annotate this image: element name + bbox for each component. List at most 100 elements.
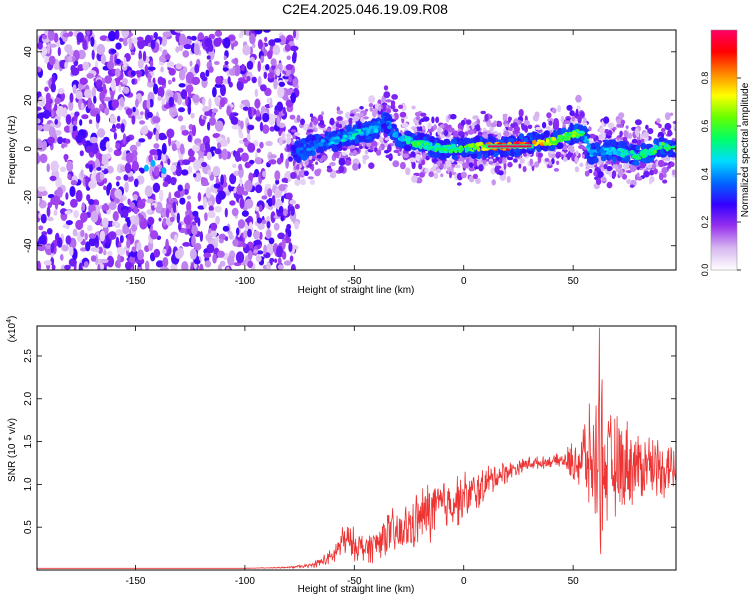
spectrogram-noise-blob [108,201,117,210]
spectrogram-noise-blob [214,120,224,132]
spectrogram-noise-blob [141,198,146,204]
spectrogram-noise-blob [281,131,286,141]
spectrogram-noise-blob [37,139,43,150]
spectrogram-noise-blob [199,143,205,153]
spectrogram-noise-blob [50,82,56,93]
spectrogram-halo-blob [447,166,454,175]
spectrogram-noise-blob [187,104,192,115]
spectrogram-halo-blob [651,163,657,170]
spectrogram-noise-blob [146,98,151,110]
spectrogram-noise-blob [290,92,296,104]
spectrogram-noise-blob [224,207,228,218]
spectrogram-noise-blob [178,83,186,88]
snr-panel: -150 -100 -50 0 50 0.5 1.0 1.5 2.0 2.5 Height of… [6,316,677,595]
spectrogram-noise-blob [212,253,217,264]
spectrogram-halo-blob [665,156,671,162]
spectrogram-halo-blob [631,138,638,144]
snr-multiplier-close: ) [7,316,18,319]
spectrogram-band-blob [403,144,412,152]
spectrogram-halo-blob [623,130,628,137]
spectrogram-noise-blob [289,255,294,262]
spectrogram-noise-blob [136,266,143,270]
colorbar-label: Normalized spectral amplitude [740,82,750,217]
spectrogram-noise-blob [42,34,48,40]
spectrogram-noise-blob [274,170,281,181]
spectrogram-core-blob [400,138,405,142]
spectrogram-halo-blob [571,115,575,122]
spectrogram-halo-blob [672,120,676,125]
spectrogram-noise-blob [168,135,172,147]
spectrogram-noise-blob [254,30,263,35]
spectrogram-band-blob [653,139,658,145]
spectrogram-halo-blob [384,137,390,141]
spectrogram-noise-blob [210,230,218,238]
spectrogram-noise-blob [170,216,175,223]
spectrogram-noise-blob [111,99,120,109]
spectrogram-noise-blob [254,206,260,212]
spectrogram-core-blob [604,147,610,151]
spectrogram-noise-blob [266,221,271,229]
spectrogram-noise-blob [69,92,74,103]
spectrogram-noise-blob [289,45,299,52]
spectrogram-noise-blob [153,32,158,39]
spectrogram-noise-blob [268,154,277,159]
spectrogram-noise-blob [266,229,272,239]
spectrogram-noise-blob [88,237,97,247]
spectrogram-halo-blob [544,158,550,162]
spectrogram-core-blob [481,144,486,148]
spectrogram-noise-blob [40,213,47,224]
spectrogram-band-blob [304,137,310,143]
spectrogram-noise-blob [236,227,240,236]
spectrogram-band-blob [634,161,640,166]
spectrogram-halo-blob [551,158,555,165]
spectrogram-noise-blob [160,266,169,270]
snr-y-tick-label: 1.5 [23,434,34,448]
spectrogram-noise-blob [274,258,278,264]
spectrogram-noise-blob [146,111,153,118]
spectrogram-halo-blob [649,177,653,185]
spectrogram-noise-blob [286,223,291,230]
spectrogram-halo-blob [625,125,629,129]
spectrogram-noise-blob [90,36,95,47]
spectrogram-halo-blob [553,168,560,172]
spectrogram-core-blob [419,140,424,144]
spectrogram-halo-blob [307,126,314,130]
spectrogram-noise-blob [62,32,71,38]
spectrogram-halo-blob [634,127,639,136]
spectrogram-noise-blob [183,38,192,45]
spectrogram-x-tick-label: -50 [347,276,362,287]
spectrogram-core-blob [551,136,555,142]
spectrogram-noise-blob [73,120,78,126]
spectrogram-noise-blob [109,128,117,132]
spectrogram-noise-blob [131,224,138,232]
spectrogram-noise-blob [122,36,128,47]
spectrogram-noise-blob [209,116,216,126]
spectrogram-noise-blob [178,222,182,231]
spectrogram-noise-blob [71,67,80,76]
spectrogram-halo-blob [489,125,494,133]
spectrogram-core-blob [612,151,618,155]
spectrogram-y-tick-label: -20 [23,190,34,205]
spectrogram-noise-blob [104,75,113,84]
spectrogram-halo-blob [411,105,416,110]
spectrogram-halo-blob [546,126,551,130]
spectrogram-noise-blob [48,126,56,138]
spectrogram-halo-blob [575,150,579,157]
spectrogram-noise-blob [240,120,244,130]
spectrogram-noise-blob [90,210,99,223]
spectrogram-noise-blob [194,63,200,74]
spectrogram-noise-blob [75,189,83,202]
spectrogram-noise-blob [101,204,110,211]
spectrogram-halo-blob [413,127,418,133]
spectrogram-noise-blob [243,230,248,239]
spectrogram-halo-blob [352,149,358,156]
spectrogram-noise-blob [128,37,132,50]
spectrogram-noise-blob [289,199,297,205]
spectrogram-noise-blob [288,156,293,162]
spectrogram-noise-blob [117,115,121,123]
spectrogram-halo-blob [514,125,520,133]
spectrogram-core-blob [292,152,297,156]
spectrogram-noise-blob [271,195,276,206]
spectrogram-halo-blob [645,124,649,130]
spectrogram-noise-blob [214,30,223,37]
